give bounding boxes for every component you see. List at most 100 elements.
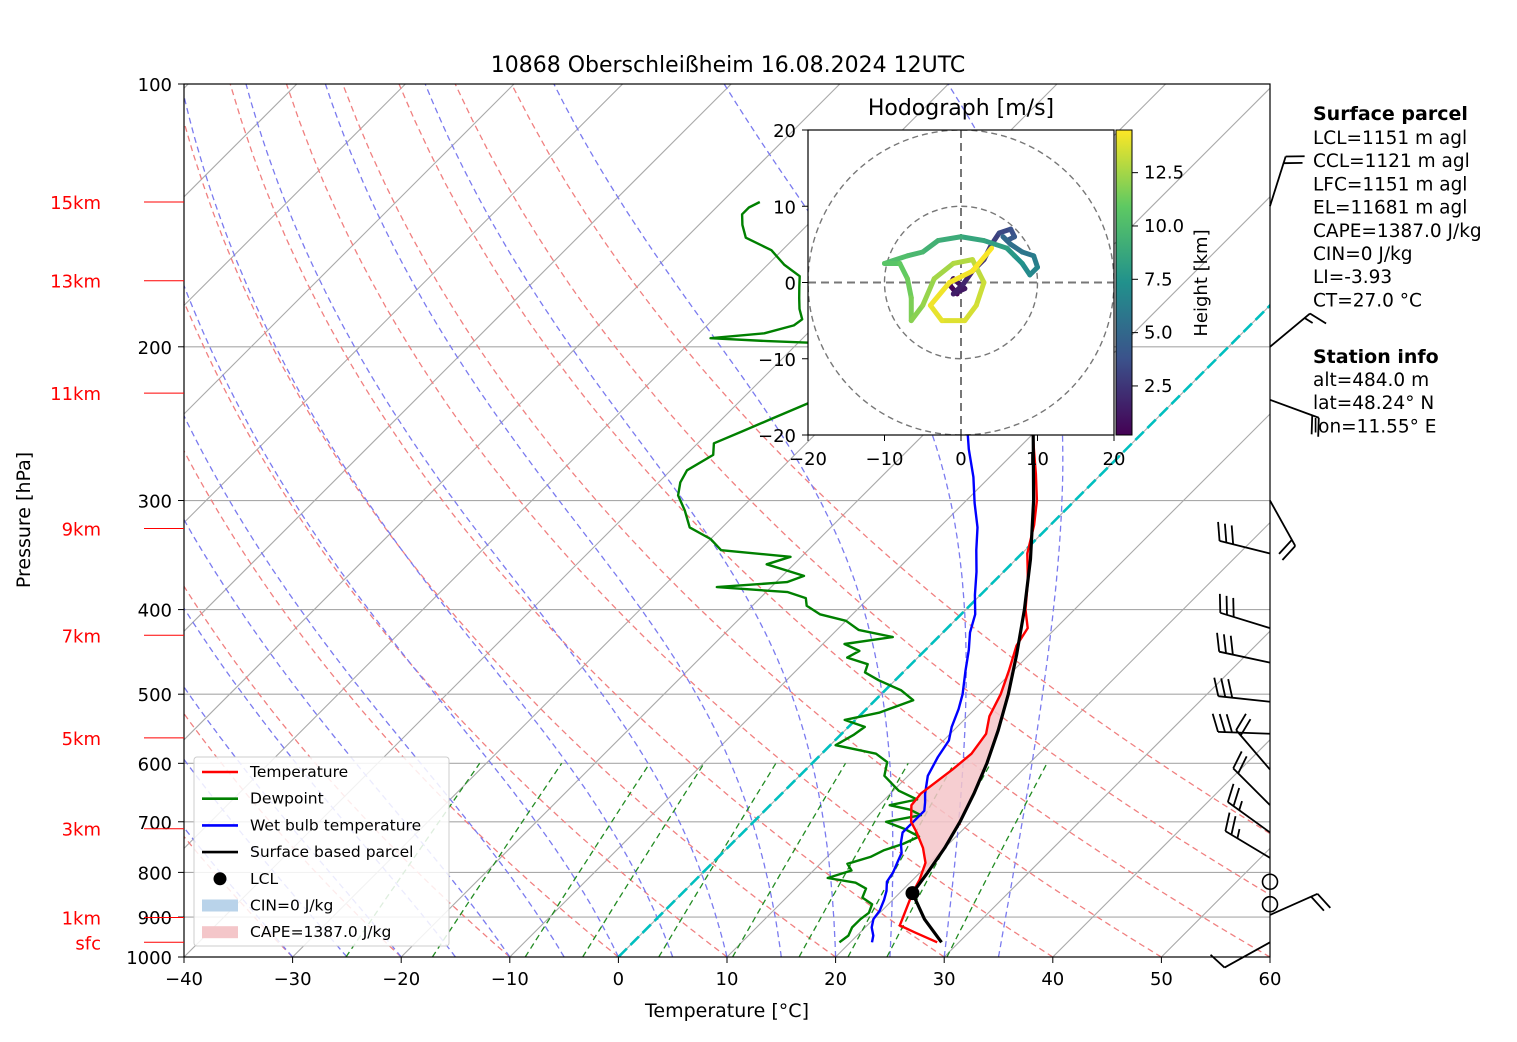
colorbar [1115, 129, 1133, 436]
hodograph-segment [927, 280, 953, 308]
hodograph-segment [904, 249, 926, 259]
height-label: 9km [62, 520, 101, 541]
wind-barb [1261, 895, 1279, 913]
chart-title: 10868 Oberschleißheim 16.08.2024 12UTC [491, 53, 966, 78]
legend-item: LCL [213, 870, 278, 888]
height-label: 13km [50, 272, 101, 293]
mixing-ratio-line [582, 762, 705, 957]
hodograph-segment [969, 257, 987, 285]
moist-adiabat [324, 84, 782, 957]
hodograph-segment [973, 280, 987, 308]
hodograph-x-tick-label: 0 [955, 449, 966, 470]
hodograph-x-tick-label: −10 [866, 449, 904, 470]
cape-cin-fills [911, 356, 1034, 894]
hodograph-segment [897, 260, 910, 282]
x-tick-label: −30 [274, 969, 312, 990]
surface-parcel-line: LCL=1151 m agl [1313, 128, 1467, 149]
isotherm [943, 630, 1270, 957]
moist-adiabat [184, 414, 565, 957]
mixing-ratio-line [946, 762, 1048, 957]
hodograph-inset: Hodograph [m/s] −20−20 −10 −10 0 0 10 10 20 20 2… [758, 96, 1212, 470]
legend-label: CIN=0 J/kg [250, 897, 333, 915]
hodograph-segment [947, 268, 975, 285]
hodograph-y-tick-label: 10 [773, 197, 796, 218]
isotherm [835, 521, 1270, 957]
dry-adiabat [398, 84, 1270, 957]
moist-adiabat [424, 84, 837, 957]
hodograph-ring [883, 205, 1039, 360]
height-label: 7km [62, 626, 101, 647]
wind-barb [1235, 713, 1271, 771]
surface-parcel-title: Surface parcel [1313, 103, 1468, 125]
colorbar-tick-label: 10.0 [1144, 216, 1184, 237]
dry-adiabat [454, 84, 1270, 896]
hodograph-y-tick-label: −20 [758, 426, 796, 447]
isotherm [1052, 739, 1270, 957]
legend-box [193, 756, 450, 947]
legend-item: Surface based parcel [202, 843, 413, 861]
surface-parcel-line: CAPE=1387.0 J/kg [1313, 221, 1482, 242]
x-tick-label: 60 [1259, 969, 1282, 990]
hodograph-segment [935, 234, 964, 244]
wind-barb [1209, 941, 1271, 969]
x-tick-label: −40 [165, 969, 203, 990]
x-tick-label: −10 [491, 969, 529, 990]
legend-item: Wet bulb temperature [202, 816, 421, 834]
legend-label: Surface based parcel [250, 843, 413, 861]
wind-barb [1232, 751, 1271, 806]
mixing-ratio-line [658, 762, 777, 957]
x-axis-label: Temperature [°C] [644, 1000, 809, 1022]
legend-label: Dewpoint [250, 790, 324, 808]
dewpoint-profile [676, 200, 923, 944]
y-tick-label: 100 [138, 75, 172, 96]
colorbar-tick-label: 7.5 [1144, 269, 1173, 290]
height-label: 5km [62, 729, 101, 750]
surface-parcel-line: CT=27.0 °C [1313, 290, 1422, 311]
x-tick-label: 30 [933, 969, 956, 990]
hodograph-segment [920, 238, 941, 255]
moist-adiabat [553, 84, 894, 957]
y-tick-label: 600 [138, 754, 172, 775]
colorbar-label: Height [km] [1191, 229, 1212, 336]
hodograph-y-tick-label: −10 [758, 350, 796, 371]
station-info-line: lon=11.55° E [1313, 416, 1436, 437]
x-tick-label: 20 [824, 969, 847, 990]
legend-item: Temperature [202, 763, 348, 781]
hodograph-segment [931, 260, 956, 282]
height-label: 1km [62, 908, 101, 929]
height-labels: 15km 13km 11km 9km 7km 5km 3km 1km sfc [50, 193, 184, 954]
x-tick-label: 40 [1041, 969, 1064, 990]
wind-barb [1213, 677, 1271, 703]
zero-isotherm [617, 303, 1270, 957]
hodograph-segment [927, 302, 945, 324]
y-tick-label: 300 [138, 492, 172, 513]
station-info-title: Station info [1313, 346, 1439, 368]
hodograph-segment [981, 238, 1010, 251]
y-tick-label: 700 [138, 813, 172, 834]
station-info-line: alt=484.0 m [1313, 370, 1429, 391]
dry-adiabat [342, 84, 1162, 957]
isotherm [184, 84, 515, 415]
surface-parcel-line: LFC=1151 m agl [1313, 174, 1467, 195]
dry-adiabat [184, 119, 836, 957]
wind-barb [1269, 500, 1297, 561]
lcl-marker [905, 886, 920, 901]
wind-barb [1224, 812, 1271, 859]
moist-adiabat [184, 607, 457, 957]
hodograph-y-tick-label: 0 [785, 274, 796, 295]
hodograph-segment [969, 245, 995, 274]
y-axis-ticks: 100 200 300 400 500 600 700 800 900 1000 [126, 75, 184, 969]
x-axis-ticks: −40 −30 −20 −10 0 10 20 30 40 50 60 [165, 957, 1281, 990]
legend-label: Wet bulb temperature [250, 816, 421, 834]
legend-label: LCL [250, 870, 278, 888]
moist-adiabat [184, 93, 674, 957]
hodograph-title: Hodograph [m/s] [868, 96, 1054, 121]
isotherm [184, 84, 841, 741]
dry-adiabat [184, 299, 728, 957]
hodograph-segment [958, 234, 987, 244]
isotherm [509, 196, 1270, 957]
legend-item: CIN=0 J/kg [202, 897, 333, 915]
mixing-ratio-line [524, 762, 651, 957]
wind-barbs [1209, 155, 1331, 969]
